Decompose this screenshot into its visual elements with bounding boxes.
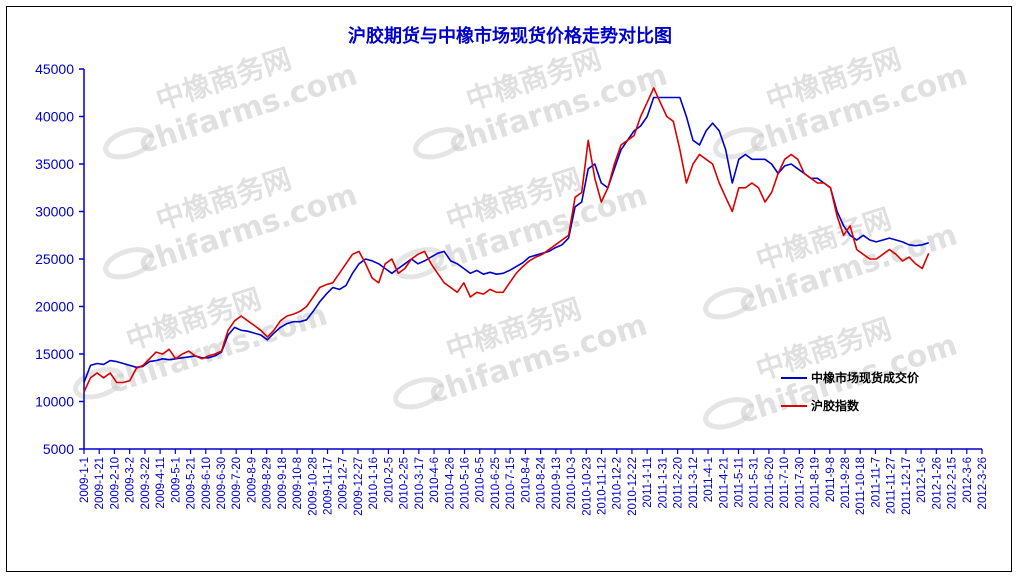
x-tick-label: 2009-8-9 xyxy=(246,457,258,503)
x-tick-label: 2011-9-8 xyxy=(825,457,837,502)
x-tick-label: 2010-2-25 xyxy=(399,457,411,509)
series-line-spot-price xyxy=(83,96,929,383)
chart-title: 沪胶期货与中橡市场现货价格走势对比图 xyxy=(348,25,672,47)
x-tick-label: 2010-2-5 xyxy=(383,457,395,503)
x-tick-label: 2011-5-11 xyxy=(733,457,745,508)
legend-label: 中橡市场现货成交价 xyxy=(811,370,920,385)
x-tick-label: 2010-11-12 xyxy=(596,457,608,515)
x-tick-label: 2011-8-19 xyxy=(810,457,822,509)
x-tick-label: 2009-2-10 xyxy=(109,457,121,509)
y-tick-label: 10000 xyxy=(35,394,74,410)
x-tick-label: 2010-9-13 xyxy=(551,457,563,509)
x-tick-label: 2009-6-30 xyxy=(216,457,228,509)
y-tick-label: 15000 xyxy=(35,346,74,362)
x-tick-label: 2009-9-18 xyxy=(277,457,289,509)
x-tick-label: 2009-5-1 xyxy=(170,457,182,503)
x-tick-label: 2011-1-11 xyxy=(642,457,654,508)
x-tick-label: 2011-10-18 xyxy=(855,457,867,515)
x-tick-label: 2009-3-2 xyxy=(125,457,137,503)
x-tick-label: 2011-9-28 xyxy=(840,457,852,509)
x-tick-label: 2010-6-25 xyxy=(490,457,502,509)
y-tick-label: 20000 xyxy=(35,299,74,315)
x-tick-label: 2010-8-24 xyxy=(536,456,548,509)
x-tick-label: 2010-8-4 xyxy=(520,456,532,503)
x-tick-label: 2011-6-20 xyxy=(764,457,776,509)
x-tick-label: 2010-3-17 xyxy=(414,457,426,509)
x-tick-label: 2009-1-1 xyxy=(79,457,91,503)
y-axis: 45000 40000 35000 30000 25000 20000 15000 10000… xyxy=(35,61,85,457)
x-tick-label: 2011-4-21 xyxy=(718,457,730,509)
y-tick-label: 35000 xyxy=(35,156,74,172)
x-tick-label: 2010-10-3 xyxy=(566,457,578,509)
x-tick-label: 2009-8-29 xyxy=(262,457,274,509)
series-line-futures-index xyxy=(83,87,930,393)
x-tick-label: 2009-12-27 xyxy=(353,457,365,516)
x-axis: 2009-1-1 2009-1-21 2009-2-10 2009-3-2 2009-3… xyxy=(79,448,989,516)
x-tick-label: 2011-2-20 xyxy=(673,457,685,509)
x-tick-label: 2012-1-6 xyxy=(916,457,928,503)
x-tick-label: 2012-1-26 xyxy=(931,457,943,509)
x-tick-label: 2009-10-28 xyxy=(307,457,319,516)
chart-frame xyxy=(6,6,1012,572)
x-tick-label: 2010-1-16 xyxy=(368,457,380,509)
series-lines xyxy=(83,87,930,393)
x-tick-label: 2010-12-22 xyxy=(627,457,639,516)
x-tick-label: 2009-11-17 xyxy=(323,457,335,515)
x-tick-label: 2010-7-15 xyxy=(505,457,517,509)
x-tick-label: 2009-10-8 xyxy=(292,457,304,509)
x-tick-label: 2012-3-6 xyxy=(962,457,974,503)
legend-label: 沪胶指数 xyxy=(811,398,860,413)
x-tick-label: 2011-3-12 xyxy=(688,457,700,509)
y-tick-label: 40000 xyxy=(35,109,74,125)
x-tick-label: 2010-4-26 xyxy=(444,457,456,509)
x-tick-label: 2009-5-21 xyxy=(186,457,198,509)
y-tick-label: 5000 xyxy=(43,441,74,457)
x-tick-label: 2011-11-7 xyxy=(870,457,882,508)
x-tick-label: 2011-1-31 xyxy=(657,457,669,509)
x-tick-label: 2011-4-1 xyxy=(703,457,715,502)
y-tick-label: 25000 xyxy=(35,251,74,267)
x-tick-label: 2011-11-27 xyxy=(886,457,898,514)
y-tick-label: 45000 xyxy=(35,61,74,77)
x-tick-label: 2009-7-20 xyxy=(231,457,243,509)
x-tick-label: 2009-1-21 xyxy=(94,457,106,509)
x-tick-label: 2011-7-30 xyxy=(794,457,806,509)
x-tick-label: 2011-12-17 xyxy=(901,457,913,515)
x-tick-label: 2012-2-15 xyxy=(947,457,959,509)
x-tick-label: 2009-4-11 xyxy=(155,457,167,509)
x-tick-label: 2011-7-10 xyxy=(779,457,791,509)
x-tick-label: 2010-5-16 xyxy=(460,457,472,509)
x-tick-label: 2009-3-22 xyxy=(140,457,152,509)
x-tick-label: 2010-6-5 xyxy=(475,457,487,503)
x-tick-label: 2010-10-23 xyxy=(581,457,593,516)
y-tick-label: 30000 xyxy=(35,204,74,220)
x-tick-label: 2009-6-10 xyxy=(201,457,213,509)
x-tick-label: 2009-12-7 xyxy=(338,457,350,509)
x-tick-label: 2010-12-2 xyxy=(612,457,624,509)
x-tick-label: 2012-3-26 xyxy=(977,457,989,509)
x-tick-label: 2010-4-6 xyxy=(429,457,441,503)
x-tick-label: 2011-5-31 xyxy=(749,457,761,509)
